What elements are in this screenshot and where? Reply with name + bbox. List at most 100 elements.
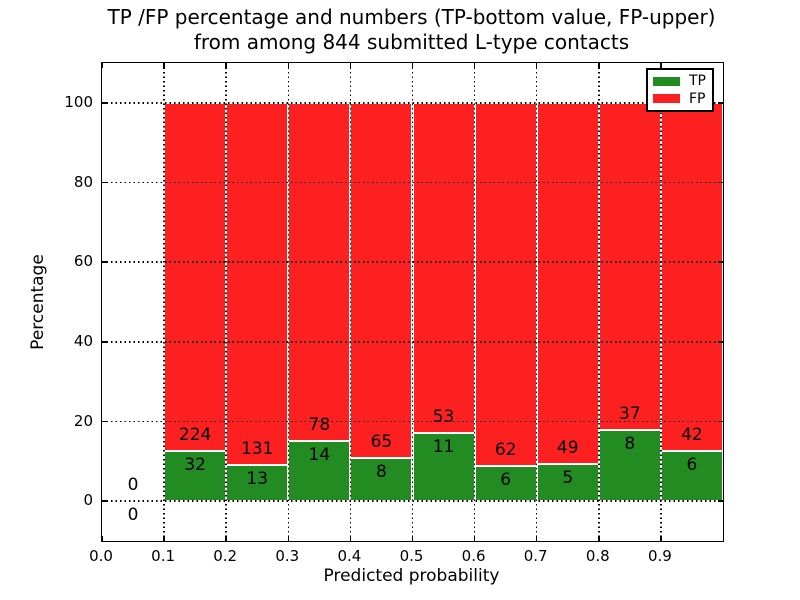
x-tick-mark [535,536,538,541]
chart-title-line2: from among 844 submitted L-type contacts [193,30,630,54]
bar-segment-tp [598,430,661,502]
x-tick-mark [598,63,600,68]
x-tick-mark [287,63,290,68]
fp-count-label: 53 [432,406,455,427]
x-tick-mark [660,63,662,68]
bar-segment-tp [164,451,227,502]
fp-count-label: 65 [370,431,393,452]
y-tick-label: 40 [73,331,93,350]
fp-count-label: 224 [178,425,212,446]
gridline-vertical [411,63,414,541]
gridline-vertical [287,63,290,541]
bar-segment-fp [226,102,289,466]
gridline-vertical [473,63,476,541]
tp-count-label: 0 [127,505,139,526]
x-axis-label: Predicted probability [323,566,500,586]
y-tick-label: 0 [83,491,93,510]
y-tick-mark [718,261,723,263]
x-tick-mark [598,536,600,541]
bar-segment-fp [350,102,413,458]
bar-segment-fp [412,102,475,433]
y-tick-mark [102,181,107,184]
gridline-vertical [163,63,165,541]
y-tick-mark [102,500,107,502]
x-tick-mark [287,536,290,541]
fp-count-label: 78 [308,414,331,435]
fp-count-label: 42 [681,425,703,446]
gridline-vertical [660,63,662,541]
x-tick-label: 0.9 [647,547,672,565]
y-tick-mark [718,341,723,343]
x-tick-mark [349,63,352,68]
legend-entry-tp: TP [653,74,707,88]
y-tick-mark [718,181,723,184]
bar-segment-fp [660,102,723,452]
y-tick-mark [102,341,107,343]
x-tick-label: 0.6 [461,547,486,565]
bar-segment-fp [164,102,227,452]
tp-color-swatch [653,76,680,86]
chart-title-line1: TP /FP percentage and numbers (TP-bottom… [107,5,716,29]
x-tick-mark [101,63,103,68]
tp-count-label: 14 [308,444,331,465]
fp-count-label: 62 [494,440,517,461]
tp-count-label: 5 [562,468,574,489]
x-tick-label: 0.3 [275,547,300,565]
x-tick-label: 0.0 [89,547,113,565]
x-tick-mark [660,536,662,541]
x-tick-label: 0.7 [523,547,548,565]
x-tick-mark [163,536,165,541]
fp-count-label: 37 [619,404,641,425]
tp-count-label: 8 [376,461,387,482]
bar-segment-fp [536,102,599,465]
x-tick-label: 0.1 [151,547,176,565]
plot-area: 0 0 224 32 131 13 78 14 65 8 53 11 62 6 49 5 37 8 42 6 [101,62,724,542]
fp-count-label: 0 [127,475,139,496]
legend-entry-fp: FP [653,92,707,106]
gridline-vertical [349,63,352,541]
y-axis-label: Percentage [28,254,48,350]
x-tick-label: 0.2 [213,547,238,565]
y-tick-label: 60 [73,252,93,271]
bar-segment-tp [226,465,289,502]
y-tick-mark [102,420,107,423]
x-tick-mark [225,63,227,68]
x-tick-mark [535,63,538,68]
fp-count-label: 49 [556,438,579,459]
tp-count-label: 6 [500,470,512,491]
fp-count-label: 131 [241,439,274,460]
y-tick-mark [718,500,723,502]
fp-color-swatch [653,94,680,104]
y-tick-mark [102,102,107,104]
x-tick-mark [225,536,227,541]
x-tick-mark [163,63,165,68]
legend: TP FP [646,68,714,112]
x-tick-mark [349,536,352,541]
legend-label-tp: TP [689,73,706,90]
tp-count-label: 8 [624,434,636,455]
gridline-vertical [598,63,600,541]
x-tick-mark [101,536,103,541]
gridline-vertical [225,63,227,541]
x-tick-mark [473,536,476,541]
y-tick-label: 20 [73,411,93,430]
legend-label-fp: FP [689,90,706,107]
x-tick-label: 0.5 [399,547,424,565]
x-tick-mark [473,63,476,68]
tp-count-label: 6 [686,455,698,476]
y-tick-mark [718,420,723,423]
bar-segment-fp [474,102,537,466]
x-tick-mark [411,536,414,541]
tp-count-label: 11 [432,436,455,457]
bar-segment-fp [598,102,661,431]
y-tick-label: 100 [64,92,93,111]
bar-segment-fp [288,102,351,441]
y-tick-label: 80 [73,172,93,191]
x-tick-label: 0.4 [337,547,362,565]
y-tick-mark [718,102,723,104]
y-tick-mark [102,261,107,263]
x-tick-mark [411,63,414,68]
tp-count-label: 32 [184,455,206,476]
tp-count-label: 13 [246,469,269,490]
